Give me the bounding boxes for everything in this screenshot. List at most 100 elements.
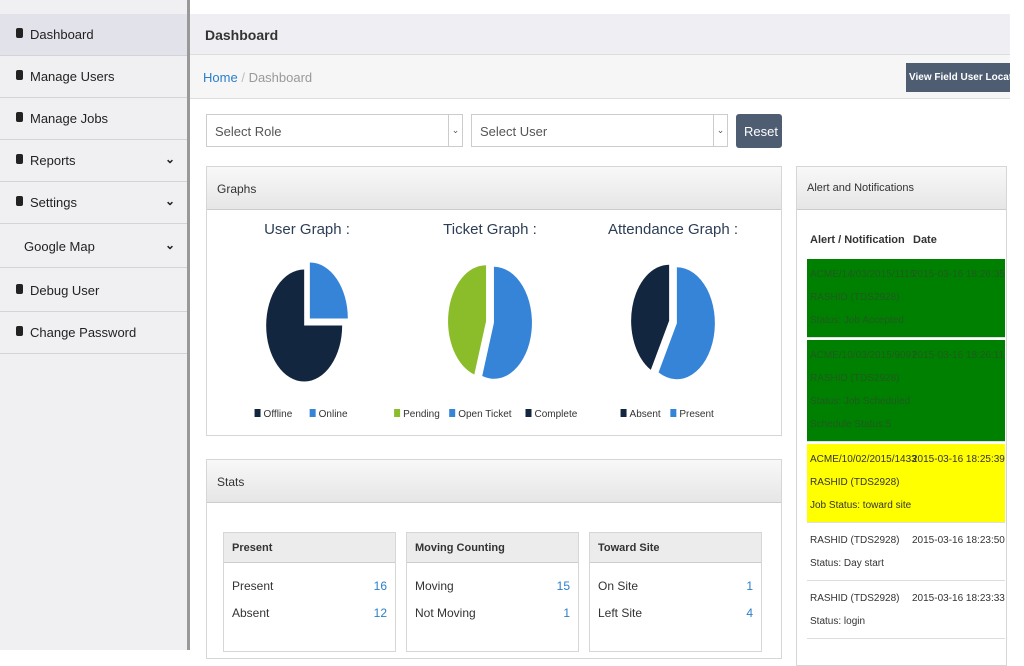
pie-slice [482, 266, 532, 379]
pie-slice [448, 265, 487, 375]
nav-label: Reports [30, 153, 76, 168]
pie-slice [631, 264, 670, 370]
role-select[interactable]: Select Role ⌄ [206, 114, 463, 147]
alert-line: RASHID (TDS2928) [810, 292, 900, 303]
stat-value: 15 [556, 579, 570, 593]
stat-box: Present Present 16 Absent 12 [223, 532, 396, 652]
alert-line: Status: Job Scheduled [810, 396, 911, 407]
legend-label: Present [679, 409, 714, 420]
select-label: Select Role [215, 124, 282, 139]
panel-header: Alert and Notifications [797, 167, 1006, 210]
alert-row: RASHID (TDS2928) Status: login 2015-03-16 … [807, 583, 1005, 639]
legend-label: Pending [403, 409, 440, 420]
legend-label: Online [319, 409, 348, 420]
alert-row: ACME/14/03/2015/1115 RASHID (TDS2928) Stat… [807, 259, 1005, 338]
sidebar: Dashboard Manage Users Manage Jobs Repor… [0, 0, 190, 650]
breadcrumb-link[interactable]: Home [203, 70, 238, 85]
alert-line: RASHID (TDS2928) [810, 593, 900, 604]
alert-line: RASHID (TDS2928) [810, 373, 900, 384]
alert-row: ACME/10/03/2015/9097 RASHID (TDS2928) Stat… [807, 340, 1005, 442]
stat-row: Moving 15 [415, 579, 570, 593]
stat-box: Moving Counting Moving 15 Not Moving 1 [406, 532, 579, 652]
reset-button[interactable]: Reset [736, 114, 782, 148]
alert-date: 2015-03-16 18:26:11 [912, 350, 1005, 361]
stat-label: On Site [598, 579, 639, 593]
alerts-panel: Alert and Notifications Alert / Notifica… [796, 166, 1007, 666]
alert-line: Status: login [810, 616, 866, 627]
location-button[interactable]: View Field User Location [906, 63, 1010, 92]
alert-line: Status: Day start [810, 558, 884, 569]
nav-item[interactable]: Manage Jobs [0, 98, 187, 140]
column-header: Alert / Notification [810, 234, 905, 246]
alert-row: RASHID (TDS2928) Status: Day start 2015-03… [807, 525, 1005, 581]
nav-item[interactable]: Manage Users [0, 56, 187, 98]
nav-label: Dashboard [30, 27, 94, 42]
legend-swatch [254, 409, 261, 417]
stat-value: 1 [746, 579, 753, 593]
stat-value: 4 [746, 606, 753, 620]
button-label: View Field User Location [909, 72, 1010, 83]
nav-label: Change Password [30, 325, 137, 340]
legend-swatch [670, 409, 677, 417]
page-header: Dashboard [190, 14, 1010, 55]
user-select[interactable]: Select User ⌄ [471, 114, 728, 147]
stat-row: Left Site 4 [598, 606, 753, 620]
alert-line: ACME/14/03/2015/1115 [810, 269, 916, 280]
alert-row: ACME/10/02/2015/1433 RASHID (TDS2928) Job … [807, 444, 1005, 523]
panel-header: Stats [207, 460, 781, 503]
nav-item[interactable]: Dashboard [0, 14, 187, 56]
alert-date: 2015-03-16 18:25:39 [912, 454, 1005, 465]
legend-label: Absent [630, 409, 661, 420]
page-title: Dashboard [205, 27, 279, 43]
alert-line: ACME/10/02/2015/1433 [810, 454, 917, 465]
nav-label: Settings [30, 195, 77, 210]
pie-slice [658, 267, 715, 380]
stat-value: 12 [373, 606, 387, 620]
legend-swatch [620, 409, 627, 417]
legend-label: Offline [264, 409, 293, 420]
pie-slice [266, 269, 343, 382]
panel-title: Graphs [217, 182, 257, 196]
stat-label: Absent [232, 606, 270, 620]
pie-slice [309, 262, 348, 319]
alert-line: Schedule Status:5 [810, 419, 892, 430]
nav-label: Manage Jobs [30, 111, 109, 126]
stat-label: Left Site [598, 606, 643, 620]
column-header: Date [913, 234, 937, 246]
chart-title: Ticket Graph : [443, 221, 537, 238]
button-label: Reset [744, 124, 778, 139]
nav-label: Debug User [30, 283, 100, 298]
stat-value: 1 [563, 606, 570, 620]
nav-item[interactable]: Change Password [0, 312, 187, 354]
stat-box: Toward Site On Site 1 Left Site 4 [589, 532, 762, 652]
breadcrumb-separator: / [241, 70, 245, 85]
panel-title: Stats [217, 475, 245, 489]
chart-title: User Graph : [264, 221, 350, 238]
stat-row: On Site 1 [598, 579, 753, 593]
nav-item[interactable]: Reports ⌄ [0, 140, 187, 182]
graphs: User Graph : Offline Online Ticket Graph : P… [254, 221, 738, 420]
stat-label: Moving [415, 579, 454, 593]
legend-swatch [525, 409, 532, 417]
nav-item[interactable]: Google Map ⌄ [0, 226, 187, 268]
stat-label: Not Moving [415, 606, 476, 620]
stat-label: Present [232, 579, 274, 593]
breadcrumb: Home / Dashboard [190, 55, 1010, 99]
chart-title: Attendance Graph : [608, 221, 738, 238]
stat-value: 16 [373, 579, 387, 593]
stat-row: Not Moving 1 [415, 606, 570, 620]
alert-line: Status: Job Accepted [810, 315, 904, 326]
panel-header: Graphs [207, 167, 781, 210]
alert-date: 2015-03-16 18:26:35 [912, 269, 1005, 280]
alert-date: 2015-03-16 18:23:33 [912, 593, 1005, 604]
nav-label: Google Map [24, 239, 95, 254]
alert-line: Job Status: toward site [810, 500, 912, 511]
nav-item[interactable]: Settings ⌄ [0, 182, 187, 224]
legend-swatch [394, 409, 401, 417]
alert-date: 2015-03-16 18:23:50 [912, 535, 1005, 546]
nav-item[interactable]: Debug User [0, 270, 187, 312]
nav-label: Manage Users [30, 69, 115, 84]
legend-label: Open Ticket [458, 409, 512, 420]
breadcrumb-current: Dashboard [248, 70, 313, 85]
